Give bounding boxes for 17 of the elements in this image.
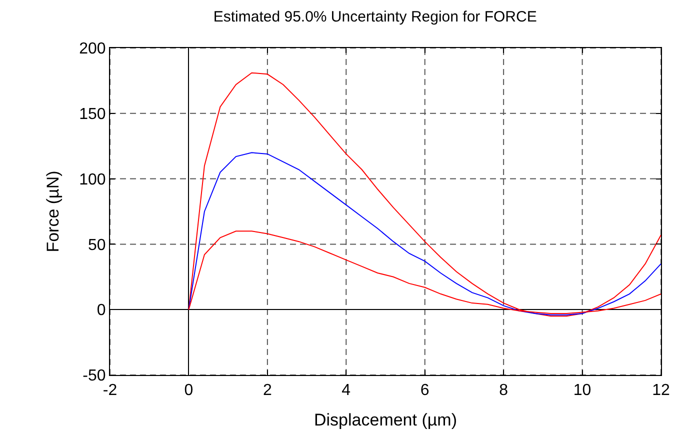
x-axis-title: Displacement (µm) (314, 410, 457, 430)
y-tick-label: 50 (88, 236, 106, 254)
x-tick-label: 0 (184, 382, 194, 400)
y-tick-label: 100 (79, 171, 106, 188)
x-tick-label: 4 (342, 382, 351, 400)
x-tick-label: 10 (573, 382, 592, 400)
y-tick-label: 200 (79, 40, 106, 58)
x-tick-label: 12 (652, 382, 670, 400)
x-tick-label: 6 (420, 382, 430, 400)
y-tick-label: 0 (96, 302, 106, 320)
y-tick-label: 150 (79, 106, 106, 123)
x-tick-label: -2 (102, 382, 118, 400)
x-tick-label: 2 (262, 382, 272, 400)
chart-title: Estimated 95.0% Uncertainty Region for FORCE (213, 8, 537, 26)
x-tick-label: 8 (499, 382, 508, 400)
y-tick-label: -50 (82, 368, 106, 385)
y-axis-title: Force (µN) (44, 170, 63, 252)
